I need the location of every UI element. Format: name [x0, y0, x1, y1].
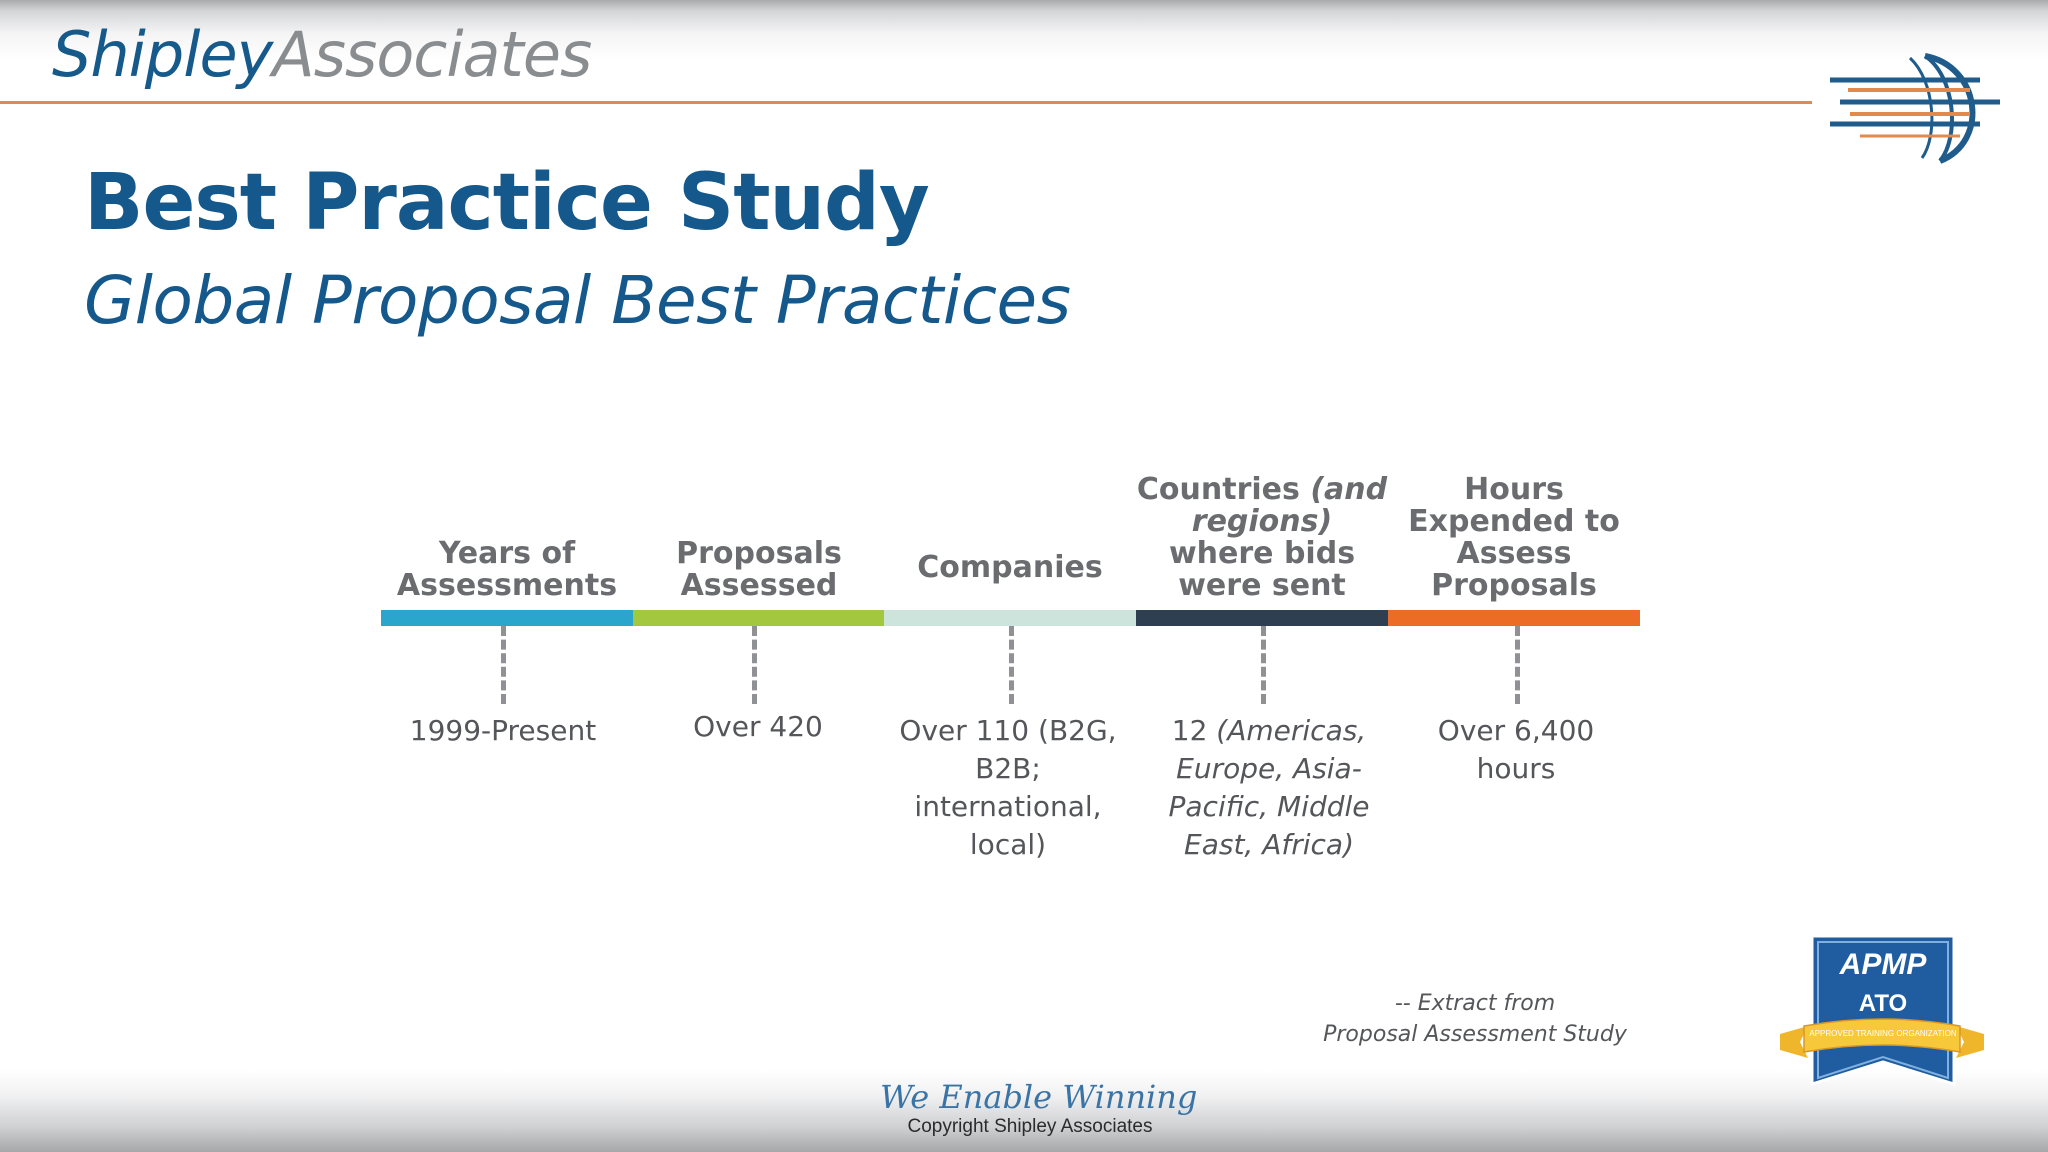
footer-band	[0, 1070, 2048, 1152]
timeline-connector-companies	[1009, 626, 1014, 704]
company-logo: ShipleyAssociates	[52, 18, 592, 91]
countries-value-regions: (Americas, Europe, Asia-Pacific, Middle …	[1168, 714, 1370, 861]
apmp-ato-badge-icon: APMP ATO APPROVED TRAINING ORGANIZATION	[1780, 934, 1984, 1087]
timeline-header-hours: Hours Expended to Assess Proposals	[1408, 472, 1620, 603]
timeline-connector-countries	[1261, 626, 1266, 704]
slide-title: Best Practice Study	[84, 158, 930, 248]
header-band	[0, 0, 2048, 110]
timeline-segment-countries	[1136, 610, 1388, 626]
source-note-line-2: Proposal Assessment Study	[1323, 1022, 1627, 1047]
source-note-line-1: -- Extract from	[1394, 991, 1556, 1016]
countries-header-part-3: where bids were sent	[1168, 536, 1356, 603]
logo-primary: Shipley	[52, 18, 273, 91]
timeline-segment-proposals	[633, 610, 885, 626]
timeline-header-years: Years of Assessments	[396, 536, 618, 603]
slide-subtitle: Global Proposal Best Practices	[84, 262, 1071, 339]
countries-header-part-2: (and regions)	[1191, 472, 1388, 539]
timeline-connector-proposals	[752, 626, 757, 704]
footer-tagline: We Enable Winning	[880, 1078, 1198, 1116]
timeline-header-countries: Countries (and regions) where bids were …	[1136, 474, 1388, 602]
timeline-connector-hours	[1515, 626, 1520, 704]
timeline-segment-years	[381, 610, 633, 626]
timeline-value-hours: Over 6,400 hours	[1437, 714, 1595, 785]
countries-value-count: 12	[1171, 714, 1217, 747]
timeline-value-proposals: Over 420	[693, 710, 823, 743]
footer-copyright: Copyright Shipley Associates	[907, 1116, 1153, 1137]
source-note: -- Extract from Proposal Assessment Stud…	[1290, 988, 1660, 1050]
timeline-value-countries: 12 (Americas, Europe, Asia-Pacific, Midd…	[1144, 712, 1394, 864]
badge-ribbon: APPROVED TRAINING ORGANIZATION	[1809, 1029, 1957, 1038]
timeline-segment-companies	[884, 610, 1136, 626]
badge-subtitle: ATO	[1859, 990, 1907, 1017]
timeline-connector-years	[501, 626, 506, 704]
header-divider	[0, 101, 1812, 104]
countries-header-part-1: Countries	[1136, 472, 1311, 507]
globe-logo-icon	[1830, 53, 2000, 164]
logo-secondary: Associates	[272, 18, 592, 91]
timeline-value-companies: Over 110 (B2G, B2B; international, local…	[899, 714, 1117, 861]
timeline-segment-hours	[1388, 610, 1640, 626]
timeline-header-proposals: Proposals Assessed	[676, 536, 842, 603]
timeline-header-companies: Companies	[917, 550, 1103, 585]
timeline-value-years: 1999-Present	[409, 714, 597, 747]
timeline-header-countries-text: Countries (and regions) where bids were …	[1136, 474, 1388, 602]
badge-title: APMP	[1839, 948, 1928, 981]
